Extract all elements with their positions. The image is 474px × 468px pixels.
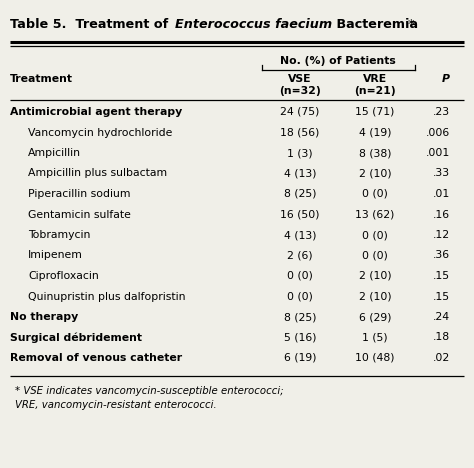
Text: .33: .33: [433, 168, 450, 178]
Text: Ciprofloxacin: Ciprofloxacin: [28, 271, 99, 281]
Text: 24 (75): 24 (75): [280, 107, 319, 117]
Text: No. (%) of Patients: No. (%) of Patients: [280, 56, 395, 66]
Text: * VSE indicates vancomycin-susceptible enterococci;: * VSE indicates vancomycin-susceptible e…: [15, 386, 283, 395]
Text: 6 (29): 6 (29): [359, 312, 391, 322]
Text: 2 (6): 2 (6): [287, 250, 313, 261]
Text: VRE, vancomycin-resistant enterococci.: VRE, vancomycin-resistant enterococci.: [15, 401, 217, 410]
Text: 18 (56): 18 (56): [280, 127, 319, 138]
Text: 0 (0): 0 (0): [362, 189, 388, 199]
Text: .02: .02: [433, 353, 450, 363]
Text: 8 (25): 8 (25): [284, 189, 316, 199]
Text: No therapy: No therapy: [10, 312, 78, 322]
Text: .001: .001: [426, 148, 450, 158]
Text: 5 (16): 5 (16): [284, 332, 316, 343]
Text: Table 5.  Treatment of: Table 5. Treatment of: [10, 18, 173, 31]
Text: Enterococcus faecium: Enterococcus faecium: [175, 18, 332, 31]
Text: P: P: [442, 74, 450, 84]
Text: 8 (38): 8 (38): [359, 148, 391, 158]
Text: .16: .16: [433, 210, 450, 219]
Text: 13 (62): 13 (62): [356, 210, 395, 219]
Text: 4 (13): 4 (13): [284, 230, 316, 240]
Text: 8 (25): 8 (25): [284, 312, 316, 322]
Text: 2 (10): 2 (10): [359, 292, 392, 301]
Text: Removal of venous catheter: Removal of venous catheter: [10, 353, 182, 363]
Text: Tobramycin: Tobramycin: [28, 230, 91, 240]
Text: 10 (48): 10 (48): [355, 353, 395, 363]
Text: Surgical débridement: Surgical débridement: [10, 332, 142, 343]
Text: Ampicillin plus sulbactam: Ampicillin plus sulbactam: [28, 168, 167, 178]
Text: .15: .15: [433, 292, 450, 301]
Text: 6 (19): 6 (19): [284, 353, 316, 363]
Text: Ampicillin: Ampicillin: [28, 148, 81, 158]
Text: 2 (10): 2 (10): [359, 271, 392, 281]
Text: *: *: [408, 18, 414, 31]
Text: .006: .006: [426, 127, 450, 138]
Text: 4 (13): 4 (13): [284, 168, 316, 178]
Text: .36: .36: [433, 250, 450, 261]
Text: Imipenem: Imipenem: [28, 250, 83, 261]
Text: 16 (50): 16 (50): [280, 210, 320, 219]
Text: .24: .24: [433, 312, 450, 322]
Text: 0 (0): 0 (0): [287, 292, 313, 301]
Text: 0 (0): 0 (0): [287, 271, 313, 281]
Text: Antimicrobial agent therapy: Antimicrobial agent therapy: [10, 107, 182, 117]
Text: Piperacillin sodium: Piperacillin sodium: [28, 189, 130, 199]
Text: 2 (10): 2 (10): [359, 168, 392, 178]
Text: 4 (19): 4 (19): [359, 127, 391, 138]
Text: Quinupristin plus dalfopristin: Quinupristin plus dalfopristin: [28, 292, 185, 301]
Text: .18: .18: [433, 332, 450, 343]
Text: VRE
(n=21): VRE (n=21): [354, 74, 396, 96]
Text: 0 (0): 0 (0): [362, 230, 388, 240]
Text: Bacteremia: Bacteremia: [332, 18, 418, 31]
Text: Vancomycin hydrochloride: Vancomycin hydrochloride: [28, 127, 173, 138]
Text: .01: .01: [433, 189, 450, 199]
Text: 1 (5): 1 (5): [362, 332, 388, 343]
Text: 15 (71): 15 (71): [356, 107, 395, 117]
Text: Gentamicin sulfate: Gentamicin sulfate: [28, 210, 131, 219]
Text: .23: .23: [433, 107, 450, 117]
Text: .12: .12: [433, 230, 450, 240]
Text: Treatment: Treatment: [10, 74, 73, 84]
Text: 0 (0): 0 (0): [362, 250, 388, 261]
Text: .15: .15: [433, 271, 450, 281]
Text: 1 (3): 1 (3): [287, 148, 313, 158]
Text: VSE
(n=32): VSE (n=32): [279, 74, 321, 96]
